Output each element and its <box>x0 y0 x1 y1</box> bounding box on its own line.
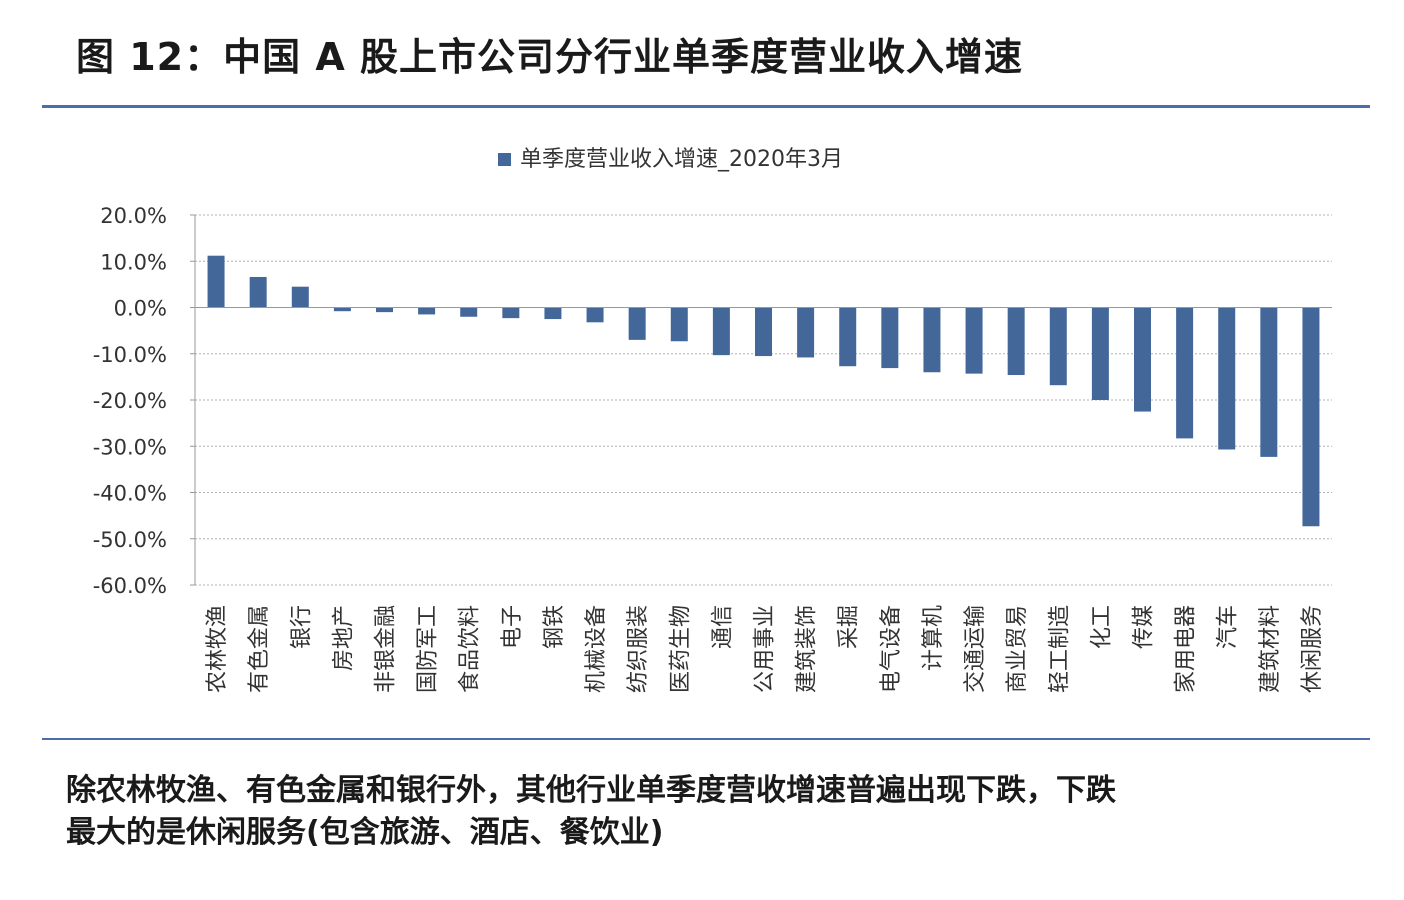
bar-chart: 单季度营业收入增速_2020年3月 20.0% 10.0% 0.0% -10.0% -20… <box>93 147 1332 693</box>
bar-建筑装饰 <box>797 307 815 358</box>
bar-汽车 <box>1218 307 1236 450</box>
x-tick-label: 电气设备 <box>879 605 904 693</box>
y-tick-label: -10.0% <box>93 343 167 367</box>
bar-交通运输 <box>965 307 983 374</box>
bar-农林牧渔 <box>207 255 225 308</box>
y-tick-label: -40.0% <box>93 482 167 506</box>
y-tick-label: 20.0% <box>100 204 167 228</box>
x-tick-label: 家用电器 <box>1174 605 1199 693</box>
x-tick-label: 商业贸易 <box>1005 605 1030 693</box>
x-tick-label: 传媒 <box>1132 605 1157 649</box>
x-tick-label: 银行 <box>289 605 314 649</box>
x-tick-label: 房地产 <box>331 605 356 671</box>
caption-line-1: 除农林牧渔、有色金属和银行外，其他行业单季度营收增速普遍出现下跌，下跌 <box>66 773 1116 808</box>
y-tick-label: 10.0% <box>100 250 167 274</box>
bar-化工 <box>1091 307 1109 400</box>
bar-国防军工 <box>418 307 436 315</box>
bar-有色金属 <box>249 276 267 308</box>
bar-家用电器 <box>1176 307 1194 439</box>
bar-银行 <box>291 286 309 308</box>
legend: 单季度营业收入增速_2020年3月 <box>498 147 843 172</box>
x-tick-label: 农林牧渔 <box>205 605 230 693</box>
bottom-divider <box>42 738 1370 740</box>
x-tick-label: 建筑装饰 <box>795 605 820 693</box>
x-tick-label: 采掘 <box>837 605 862 649</box>
legend-swatch <box>498 153 511 166</box>
bar-钢铁 <box>544 307 562 320</box>
figure-caption: 除农林牧渔、有色金属和银行外，其他行业单季度营收增速普遍出现下跌，下跌 最大的是… <box>66 770 1366 854</box>
x-tick-label: 建筑材料 <box>1258 605 1283 693</box>
bar-纺织服装 <box>628 307 646 340</box>
top-divider <box>42 105 1370 108</box>
y-tick-label: -30.0% <box>93 435 167 459</box>
x-tick-label: 国防军工 <box>416 605 441 693</box>
y-tick-label: -50.0% <box>93 528 167 552</box>
bar-建筑材料 <box>1260 307 1278 457</box>
figure-title: 图 12：中国 A 股上市公司分行业单季度营业收入增速 <box>76 35 1023 79</box>
x-tick-label: 有色金属 <box>247 605 272 693</box>
y-tick-label: -20.0% <box>93 389 167 413</box>
bar-商业贸易 <box>1007 307 1025 376</box>
bar-非银金融 <box>376 307 393 313</box>
y-tick-label: 0.0% <box>114 297 167 321</box>
bar-公用事业 <box>755 307 772 357</box>
bar-传媒 <box>1134 307 1151 412</box>
y-tick-label: -60.0% <box>93 574 167 598</box>
x-tick-label: 纺织服装 <box>626 605 651 693</box>
bar-食品饮料 <box>460 307 478 317</box>
x-tick-label: 通信 <box>710 605 735 649</box>
x-tick-label: 交通运输 <box>963 605 988 693</box>
bar-机械设备 <box>586 307 604 323</box>
bar-轻工制造 <box>1049 307 1067 386</box>
bar-电子 <box>502 307 520 319</box>
caption-line-2: 最大的是休闲服务(包含旅游、酒店、餐饮业) <box>66 815 664 850</box>
x-tick-label: 公用事业 <box>753 605 778 693</box>
bar-房地产 <box>333 307 351 312</box>
legend-label: 单季度营业收入增速_2020年3月 <box>520 147 843 172</box>
bar-采掘 <box>839 307 857 367</box>
bar-电气设备 <box>881 307 899 369</box>
x-tick-label: 医药生物 <box>668 605 693 693</box>
bar-计算机 <box>923 307 941 373</box>
x-tick-label: 电子 <box>500 605 525 649</box>
x-tick-label: 非银金融 <box>374 605 399 693</box>
x-tick-label: 钢铁 <box>542 605 567 649</box>
bar-医药生物 <box>670 307 688 342</box>
bar-通信 <box>712 307 730 356</box>
x-tick-label: 计算机 <box>921 605 946 671</box>
x-tick-label: 化工 <box>1089 605 1114 649</box>
x-tick-label: 轻工制造 <box>1047 605 1072 693</box>
x-tick-label: 休闲服务 <box>1300 605 1325 693</box>
bar-休闲服务 <box>1302 307 1320 527</box>
x-tick-label: 机械设备 <box>584 605 609 693</box>
x-tick-label: 汽车 <box>1216 605 1241 649</box>
x-tick-label: 食品饮料 <box>458 605 483 693</box>
